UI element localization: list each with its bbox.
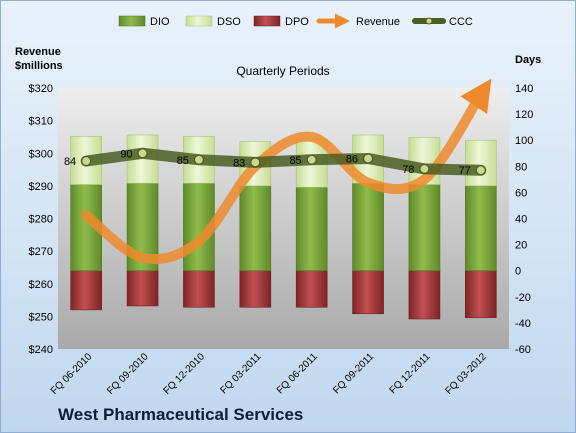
legend-label-dio: DIO [150, 16, 170, 28]
left-axis-title-line2: $millions [15, 60, 63, 72]
right-tick-label: -60 [515, 344, 531, 356]
left-axis-title-line1: Revenue [15, 46, 61, 58]
dio-bar [408, 184, 441, 272]
ccc-point [193, 154, 205, 165]
left-tick-label: $320 [29, 83, 53, 95]
x-tick-label: FQ 12-2010 [162, 351, 208, 397]
dio-bar [352, 182, 384, 271]
legend: DIO DSO DPO Revenue CCC [118, 13, 473, 29]
bar-series [70, 134, 497, 320]
right-tick-label: 120 [515, 109, 533, 121]
right-tick-label: 0 [515, 266, 521, 278]
right-axis: -60 -40 -20 0 20 40 60 80 100 120 140 [515, 83, 533, 356]
right-tick-label: 20 [515, 240, 527, 252]
legend-swatch-dso [185, 15, 213, 27]
dpo-bar [183, 270, 215, 308]
x-tick-label: FQ 09-2011 [331, 351, 376, 396]
dpo-bar [408, 270, 441, 320]
dpo-bar [295, 270, 328, 308]
legend-marker-ccc [425, 17, 433, 25]
legend-label-revenue: Revenue [356, 16, 400, 28]
ccc-series: 84 90 85 83 85 86 78 77 [64, 147, 487, 177]
ccc-data-label: 83 [233, 157, 245, 169]
x-tick-label: FQ 09-2010 [105, 351, 151, 397]
x-tick-label: FQ 03-2011 [218, 351, 263, 396]
ccc-data-label: 85 [177, 155, 189, 167]
dpo-bar [465, 270, 497, 318]
ccc-point [81, 155, 92, 167]
legend-label-dpo: DPO [285, 16, 309, 28]
ccc-point [419, 163, 430, 175]
ccc-data-label: 86 [346, 153, 358, 165]
dso-bar [465, 139, 497, 187]
ccc-data-label: 77 [459, 165, 471, 177]
dio-bar [295, 186, 328, 271]
left-tick-label: $240 [29, 344, 53, 356]
right-tick-label: 40 [515, 214, 527, 226]
plot-area [58, 88, 509, 349]
dpo-bar [239, 270, 272, 308]
right-tick-label: -40 [515, 318, 531, 330]
dio-bar [465, 185, 497, 271]
x-tick-label: FQ 06-2011 [275, 351, 320, 396]
dpo-bar [126, 270, 159, 307]
left-tick-label: $280 [29, 214, 53, 226]
right-tick-label: 60 [515, 187, 527, 199]
company-name: West Pharmaceutical Services [58, 405, 304, 424]
x-axis: FQ 06-2010 FQ 09-2010 FQ 12-2010 FQ 03-2011… [49, 351, 489, 397]
legend-swatch-dpo [253, 15, 281, 27]
right-axis-title: Days [515, 54, 541, 66]
ccc-point [306, 154, 317, 165]
legend-swatch-dio [118, 15, 146, 27]
left-tick-label: $260 [29, 279, 53, 291]
legend-label-dso: DSO [217, 16, 241, 28]
right-tick-label: 140 [515, 83, 533, 95]
dpo-bar [352, 270, 384, 315]
right-tick-label: -20 [515, 292, 531, 304]
ccc-point [250, 157, 261, 168]
right-tick-label: 80 [515, 161, 527, 173]
left-tick-label: $290 [29, 181, 53, 193]
ccc-data-label: 90 [120, 148, 132, 160]
left-tick-label: $270 [29, 246, 53, 258]
dio-bar [239, 185, 272, 271]
ccc-data-label: 78 [402, 164, 414, 176]
ccc-point [362, 153, 374, 164]
dpo-bar [70, 270, 102, 311]
revenue-line [81, 78, 492, 265]
ccc-data-label: 84 [64, 156, 76, 168]
legend-label-ccc: CCC [449, 16, 473, 28]
right-tick-label: 100 [515, 135, 533, 147]
ccc-point [475, 165, 486, 176]
left-tick-label: $310 [29, 116, 53, 128]
left-tick-label: $300 [29, 148, 53, 160]
revenue-series [81, 78, 492, 265]
left-tick-label: $250 [29, 311, 53, 323]
ccc-point [137, 148, 148, 159]
ccc-data-label: 85 [289, 155, 301, 167]
x-tick-label: FQ 03-2012 [443, 351, 489, 397]
chart-subtitle: Quarterly Periods [236, 64, 329, 78]
ccc-line [80, 147, 487, 176]
x-tick-label: FQ 12-2011 [388, 351, 433, 396]
left-axis: $240 $250 $260 $270 $280 $290 $300 $310 $320 [29, 83, 53, 356]
x-tick-label: FQ 06-2010 [49, 351, 95, 397]
